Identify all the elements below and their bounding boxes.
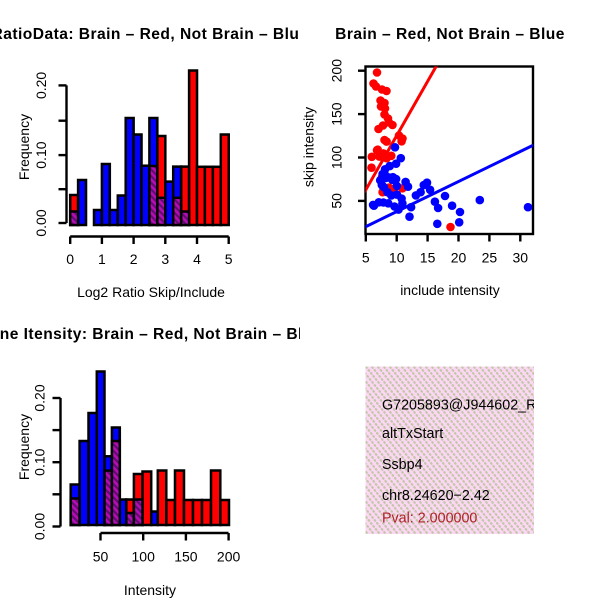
svg-text:10: 10 — [389, 250, 405, 266]
svg-text:100: 100 — [329, 146, 345, 170]
svg-text:150: 150 — [329, 102, 345, 126]
svg-text:RatioData: Brain – Red, Not Br: RatioData: Brain – Red, Not Brain – Blue — [0, 26, 308, 43]
svg-text:0.10: 0.10 — [32, 448, 48, 475]
svg-text:4: 4 — [193, 251, 201, 267]
svg-text:Log2 Ratio Skip/Include: Log2 Ratio Skip/Include — [77, 284, 225, 300]
svg-text:20: 20 — [451, 250, 467, 266]
svg-text:G7205893@J944602_RC4_at: G7205893@J944602_RC4_at — [382, 397, 575, 413]
svg-text:include intensity: include intensity — [400, 282, 500, 298]
svg-text:100: 100 — [132, 549, 156, 565]
svg-text:Frequency: Frequency — [16, 414, 32, 480]
svg-text:chr8.24620−2.42: chr8.24620−2.42 — [382, 488, 490, 504]
svg-text:skip intensity: skip intensity — [300, 107, 316, 187]
svg-text:1: 1 — [98, 251, 106, 267]
svg-text:150: 150 — [174, 549, 198, 565]
svg-text:3: 3 — [161, 251, 169, 267]
svg-text:0.20: 0.20 — [33, 72, 49, 99]
svg-text:200: 200 — [329, 59, 345, 83]
svg-text:25: 25 — [482, 250, 498, 266]
svg-text:0.00: 0.00 — [32, 513, 48, 540]
svg-text:Brain – Red, Not Brain – Blue: Brain – Red, Not Brain – Blue — [335, 26, 565, 43]
svg-text:200: 200 — [217, 549, 241, 565]
svg-text:Frequency: Frequency — [16, 114, 32, 180]
svg-text:0.00: 0.00 — [33, 209, 49, 236]
svg-text:15: 15 — [420, 250, 436, 266]
svg-text:2: 2 — [130, 251, 138, 267]
svg-text:5: 5 — [225, 251, 233, 267]
svg-text:Ssbp4: Ssbp4 — [382, 457, 423, 473]
svg-text:Pval: 2.000000: Pval: 2.000000 — [382, 511, 477, 527]
svg-text:30: 30 — [513, 250, 529, 266]
svg-text:0.10: 0.10 — [33, 141, 49, 168]
svg-text:5: 5 — [362, 250, 370, 266]
svg-text:Gene Itensity: Brain – Red, No: Gene Itensity: Brain – Red, Not Brain – … — [0, 326, 322, 343]
svg-text:altTxStart: altTxStart — [382, 426, 443, 442]
svg-text:Intensity: Intensity — [124, 582, 176, 598]
svg-text:50: 50 — [93, 549, 109, 565]
svg-text:50: 50 — [329, 193, 345, 209]
svg-text:0.20: 0.20 — [32, 384, 48, 411]
svg-text:0: 0 — [66, 251, 74, 267]
